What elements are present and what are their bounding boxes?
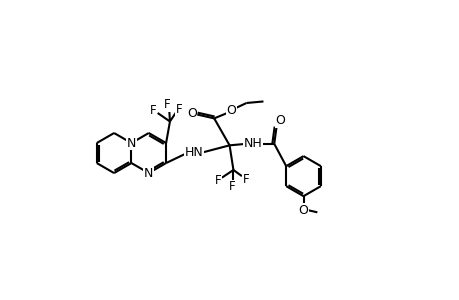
Text: F: F xyxy=(175,103,182,116)
Text: F: F xyxy=(242,173,248,186)
Text: F: F xyxy=(228,180,235,194)
Text: HN: HN xyxy=(184,146,203,159)
Text: N: N xyxy=(127,136,136,149)
Text: O: O xyxy=(226,104,235,117)
Text: O: O xyxy=(275,114,285,127)
Text: NH: NH xyxy=(243,137,262,150)
Text: N: N xyxy=(144,167,153,180)
Text: O: O xyxy=(298,203,308,217)
Text: O: O xyxy=(186,107,196,120)
Text: F: F xyxy=(149,104,156,117)
Text: F: F xyxy=(214,174,221,187)
Text: F: F xyxy=(163,98,170,111)
